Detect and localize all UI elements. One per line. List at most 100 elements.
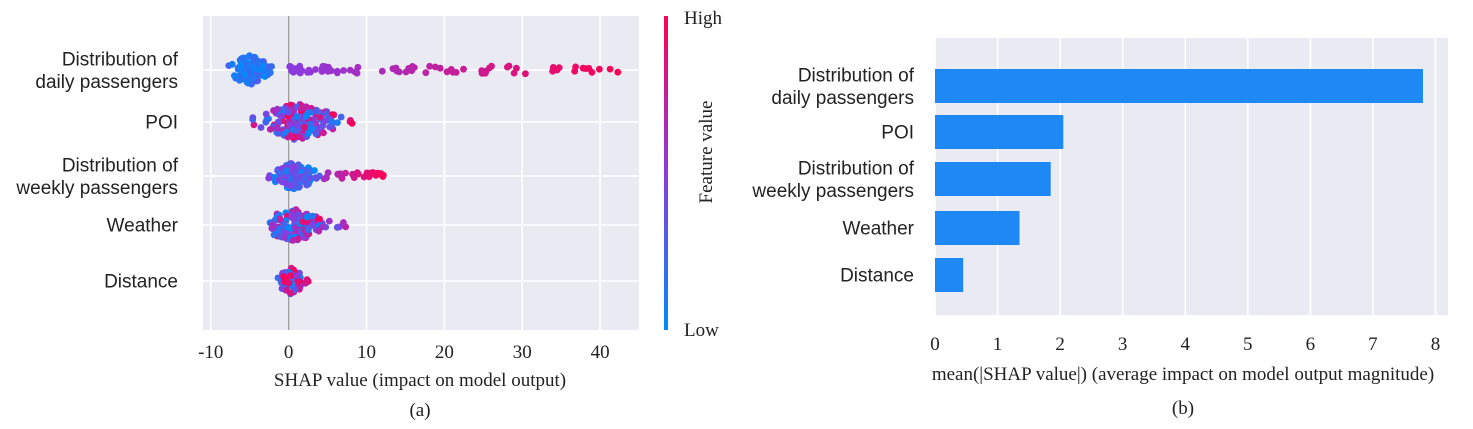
shap-point xyxy=(228,60,236,68)
shap-point xyxy=(321,63,329,70)
shap-point xyxy=(299,218,307,226)
shap-point xyxy=(328,118,336,126)
panel-a-feature-label-line: Distribution of xyxy=(62,49,179,70)
shap-point xyxy=(614,68,622,76)
shap-point xyxy=(286,63,294,70)
shap-point xyxy=(305,130,312,137)
panel-a-x-axis-label: SHAP value (impact on model output) xyxy=(274,370,566,391)
bar xyxy=(935,69,1423,103)
panel-a-x-tick-label: 40 xyxy=(591,342,610,363)
shap-point xyxy=(305,180,312,188)
shap-point xyxy=(283,167,290,175)
shap-point xyxy=(289,236,297,244)
shap-point xyxy=(241,71,248,78)
panel-b-x-tick-label: 7 xyxy=(1368,334,1378,355)
bar xyxy=(935,211,1020,245)
shap-point xyxy=(354,63,362,71)
panel-b-x-tick-label: 1 xyxy=(993,334,1003,355)
shap-point xyxy=(298,104,305,112)
shap-point xyxy=(295,211,302,218)
shap-point xyxy=(333,69,341,77)
shap-point xyxy=(280,220,288,228)
shap-point xyxy=(312,66,319,73)
shap-point xyxy=(293,113,301,121)
shap-point xyxy=(250,121,258,129)
shap-point xyxy=(312,130,320,138)
shap-point xyxy=(334,170,342,178)
panel-a-x-tick-label: 20 xyxy=(435,342,454,363)
shap-point xyxy=(460,65,467,73)
panel-b-x-tick-label: 6 xyxy=(1306,334,1316,355)
shap-point xyxy=(286,121,293,129)
panel-b-x-tick-label: 2 xyxy=(1055,334,1065,355)
shap-point xyxy=(305,66,313,74)
panel-a-caption: (a) xyxy=(409,400,430,421)
panel-a-feature-label-line: POI xyxy=(145,113,178,134)
shap-point xyxy=(301,174,309,182)
shap-point xyxy=(266,125,274,133)
shap-point xyxy=(302,112,310,120)
panel-a-feature-label-line: weekly passengers xyxy=(15,178,178,199)
panel-b-category-label: Distribution of daily passengers xyxy=(771,65,914,109)
panel-b-category-label: POI xyxy=(881,123,914,144)
shap-point xyxy=(264,63,272,70)
panel-b-x-tick-label: 5 xyxy=(1243,334,1253,355)
shap-point xyxy=(346,66,354,74)
shap-point xyxy=(342,169,349,177)
panel-b-x-tick-label: 4 xyxy=(1180,334,1190,355)
shap-point xyxy=(296,69,304,77)
bar xyxy=(935,115,1064,149)
shap-point xyxy=(293,121,301,129)
shap-point xyxy=(436,64,444,72)
shap-point xyxy=(555,64,563,71)
shap-point xyxy=(606,65,614,73)
panel-b-category-label-line: POI xyxy=(881,123,914,144)
shap-point xyxy=(281,234,289,241)
shap-point xyxy=(316,215,323,223)
panel-b-category-label-line: weekly passengers xyxy=(751,181,914,202)
shap-point xyxy=(309,212,316,220)
panel-a-feature-label: Distribution of weekly passengers xyxy=(15,155,178,199)
shap-point xyxy=(305,226,312,234)
shap-point xyxy=(244,78,251,86)
shap-point xyxy=(360,173,368,181)
shap-point xyxy=(478,67,486,75)
shap-point xyxy=(262,110,270,118)
shap-point xyxy=(322,110,330,118)
shap-point xyxy=(353,169,361,177)
panel-a-feature-label: Distribution of daily passengers xyxy=(35,49,178,93)
shap-point xyxy=(307,109,314,116)
shap-point xyxy=(303,213,311,221)
shap-point xyxy=(274,118,282,126)
shap-point xyxy=(340,67,347,74)
shap-point xyxy=(340,219,347,226)
panel-a-feature-label-line: Distribution of xyxy=(62,155,179,176)
shap-point xyxy=(257,124,265,131)
shap-point xyxy=(277,112,285,120)
panel-b-x-tick-label: 0 xyxy=(930,334,940,355)
shap-point xyxy=(290,68,297,76)
shap-point xyxy=(302,279,310,286)
shap-point xyxy=(313,107,321,114)
panel-b-x-tick-label: 3 xyxy=(1118,334,1128,355)
shap-point xyxy=(262,118,270,126)
panel-b-category-label-line: Weather xyxy=(843,219,915,240)
shap-point xyxy=(585,64,593,72)
shap-point xyxy=(549,67,556,75)
shap-point xyxy=(293,272,301,280)
shap-point xyxy=(292,176,300,183)
shap-point xyxy=(298,168,306,176)
panel-a-x-tick-label: -10 xyxy=(198,342,223,363)
shap-point xyxy=(348,120,356,127)
shap-point xyxy=(261,73,269,80)
shap-point xyxy=(447,66,455,73)
shap-point xyxy=(274,105,281,113)
panel-a: Distribution of daily passengers POI Distri… xyxy=(15,8,722,421)
shap-point xyxy=(452,69,460,76)
shap-point xyxy=(334,119,341,126)
shap-point xyxy=(325,217,333,225)
shap-point xyxy=(596,65,603,73)
panel-a-feature-label: POI xyxy=(145,113,178,134)
shap-point xyxy=(287,132,295,140)
